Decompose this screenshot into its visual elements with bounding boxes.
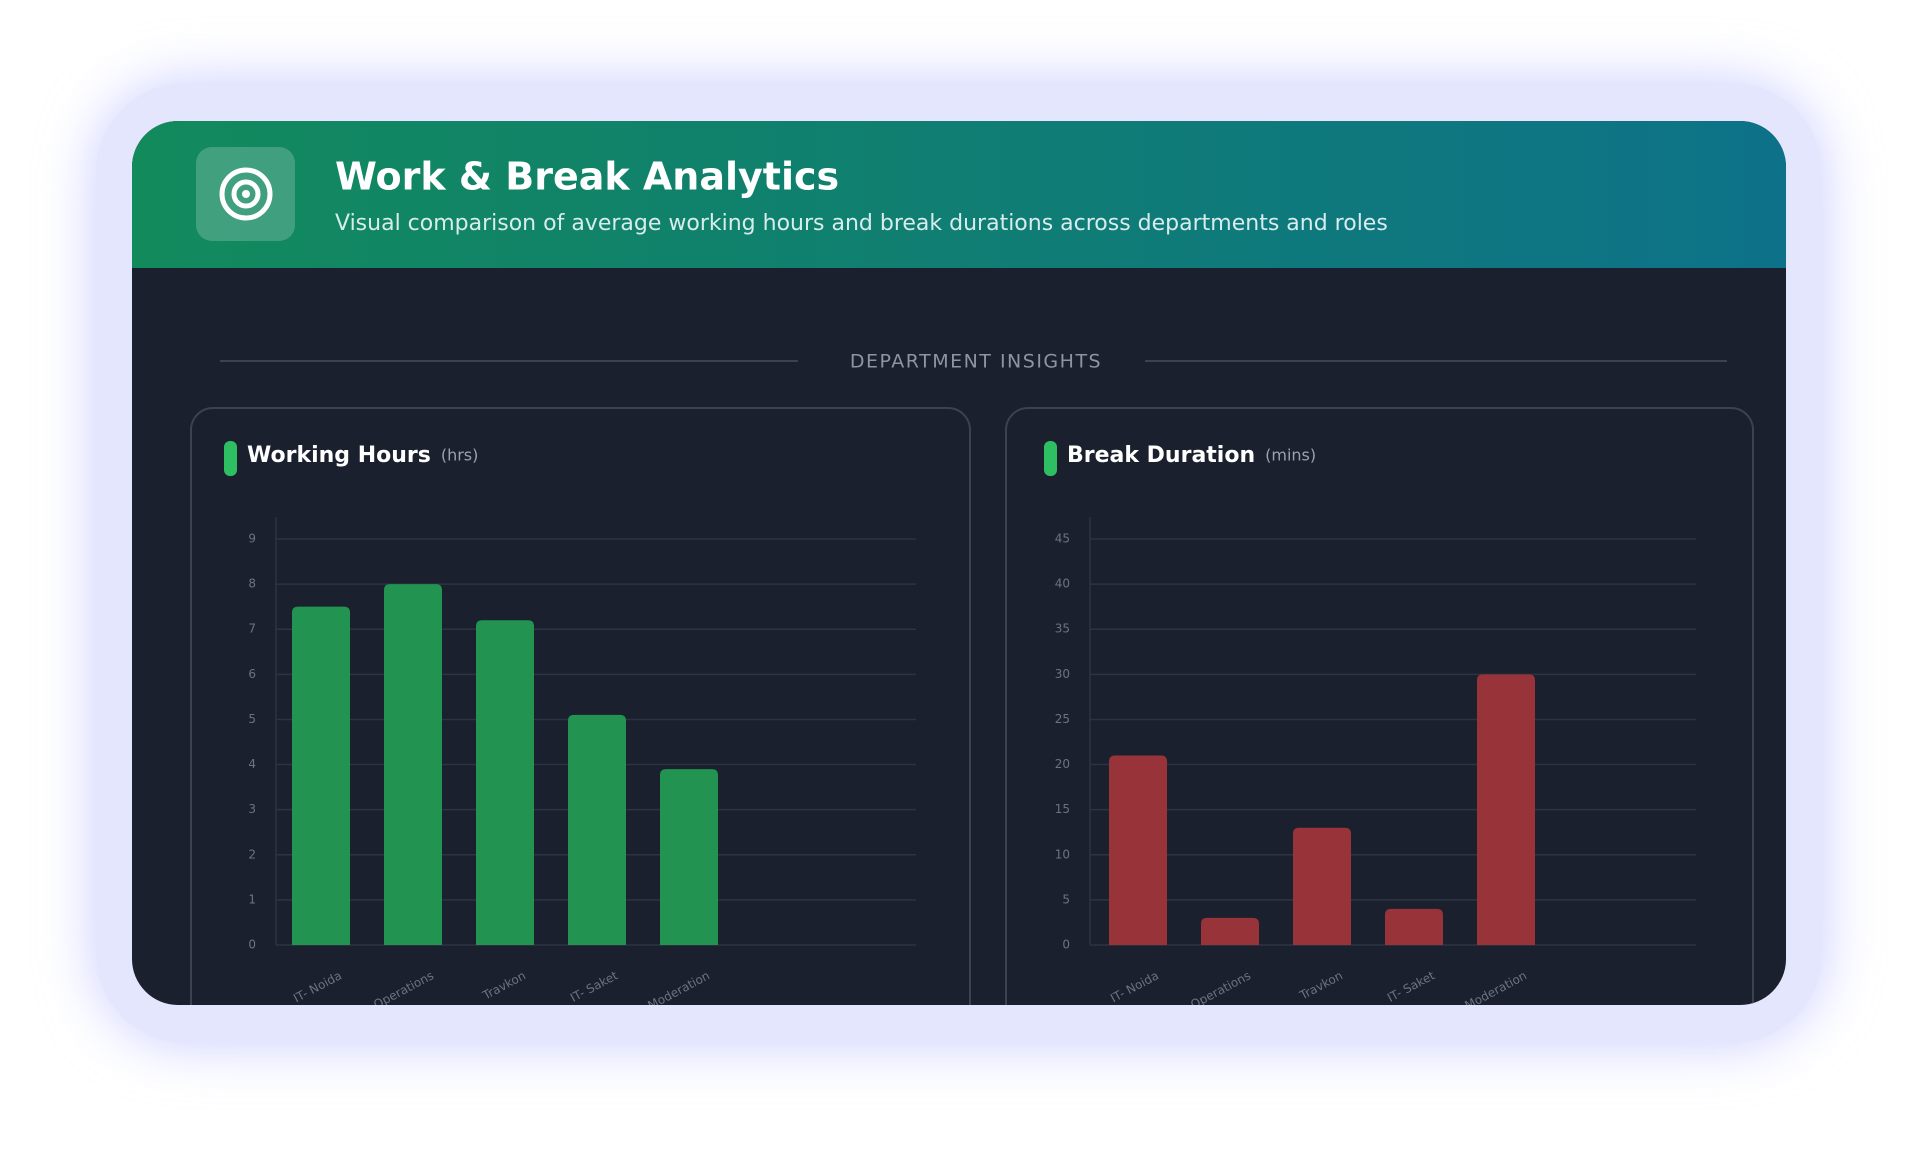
y-tick-label: 7: [248, 622, 256, 636]
y-tick-label: 6: [248, 667, 256, 681]
card: Work & Break Analytics Visual comparison…: [132, 121, 1786, 1005]
y-tick-label: 2: [248, 847, 256, 861]
chart-title: Working Hours: [247, 443, 431, 468]
y-tick-label: 35: [1055, 622, 1070, 636]
header-subtitle: Visual comparison of average working hou…: [335, 211, 1388, 236]
y-tick-label: 25: [1055, 712, 1070, 726]
bar: [1385, 908, 1443, 945]
y-tick-label: 20: [1055, 757, 1070, 771]
bar: [1293, 827, 1351, 945]
y-tick-label: 5: [248, 712, 256, 726]
bar: [1201, 917, 1259, 945]
legend-pill: [224, 441, 237, 476]
bar: [660, 769, 718, 945]
y-tick-label: 9: [248, 532, 256, 546]
y-tick-label: 10: [1055, 847, 1070, 861]
chart-title: Break Duration: [1067, 443, 1255, 468]
y-tick-label: 30: [1055, 667, 1070, 681]
legend-pill: [1044, 441, 1057, 476]
bar: [1109, 755, 1167, 945]
y-tick-label: 1: [248, 892, 256, 906]
y-tick-label: 15: [1055, 802, 1070, 816]
y-tick-label: 0: [248, 938, 256, 952]
bar: [384, 584, 442, 945]
y-tick-label: 4: [248, 757, 256, 771]
target-icon: [219, 167, 273, 221]
y-tick-label: 40: [1055, 577, 1070, 591]
bar: [568, 714, 626, 945]
y-tick-label: 0: [1062, 938, 1070, 952]
panel: [190, 407, 971, 1005]
header: [132, 121, 1786, 268]
bar: [1477, 674, 1535, 945]
chart-unit: (mins): [1265, 446, 1316, 465]
panel: [1005, 407, 1754, 1005]
y-tick-label: 3: [248, 802, 256, 816]
bar: [292, 606, 350, 945]
bar: [476, 620, 534, 945]
chart-unit: (hrs): [441, 446, 479, 465]
section-label: DEPARTMENT INSIGHTS: [850, 351, 1102, 373]
target-dot: [242, 190, 250, 198]
header-title: Work & Break Analytics: [335, 155, 839, 199]
y-tick-label: 45: [1055, 532, 1070, 546]
y-tick-label: 5: [1062, 892, 1070, 906]
y-tick-label: 8: [248, 577, 256, 591]
